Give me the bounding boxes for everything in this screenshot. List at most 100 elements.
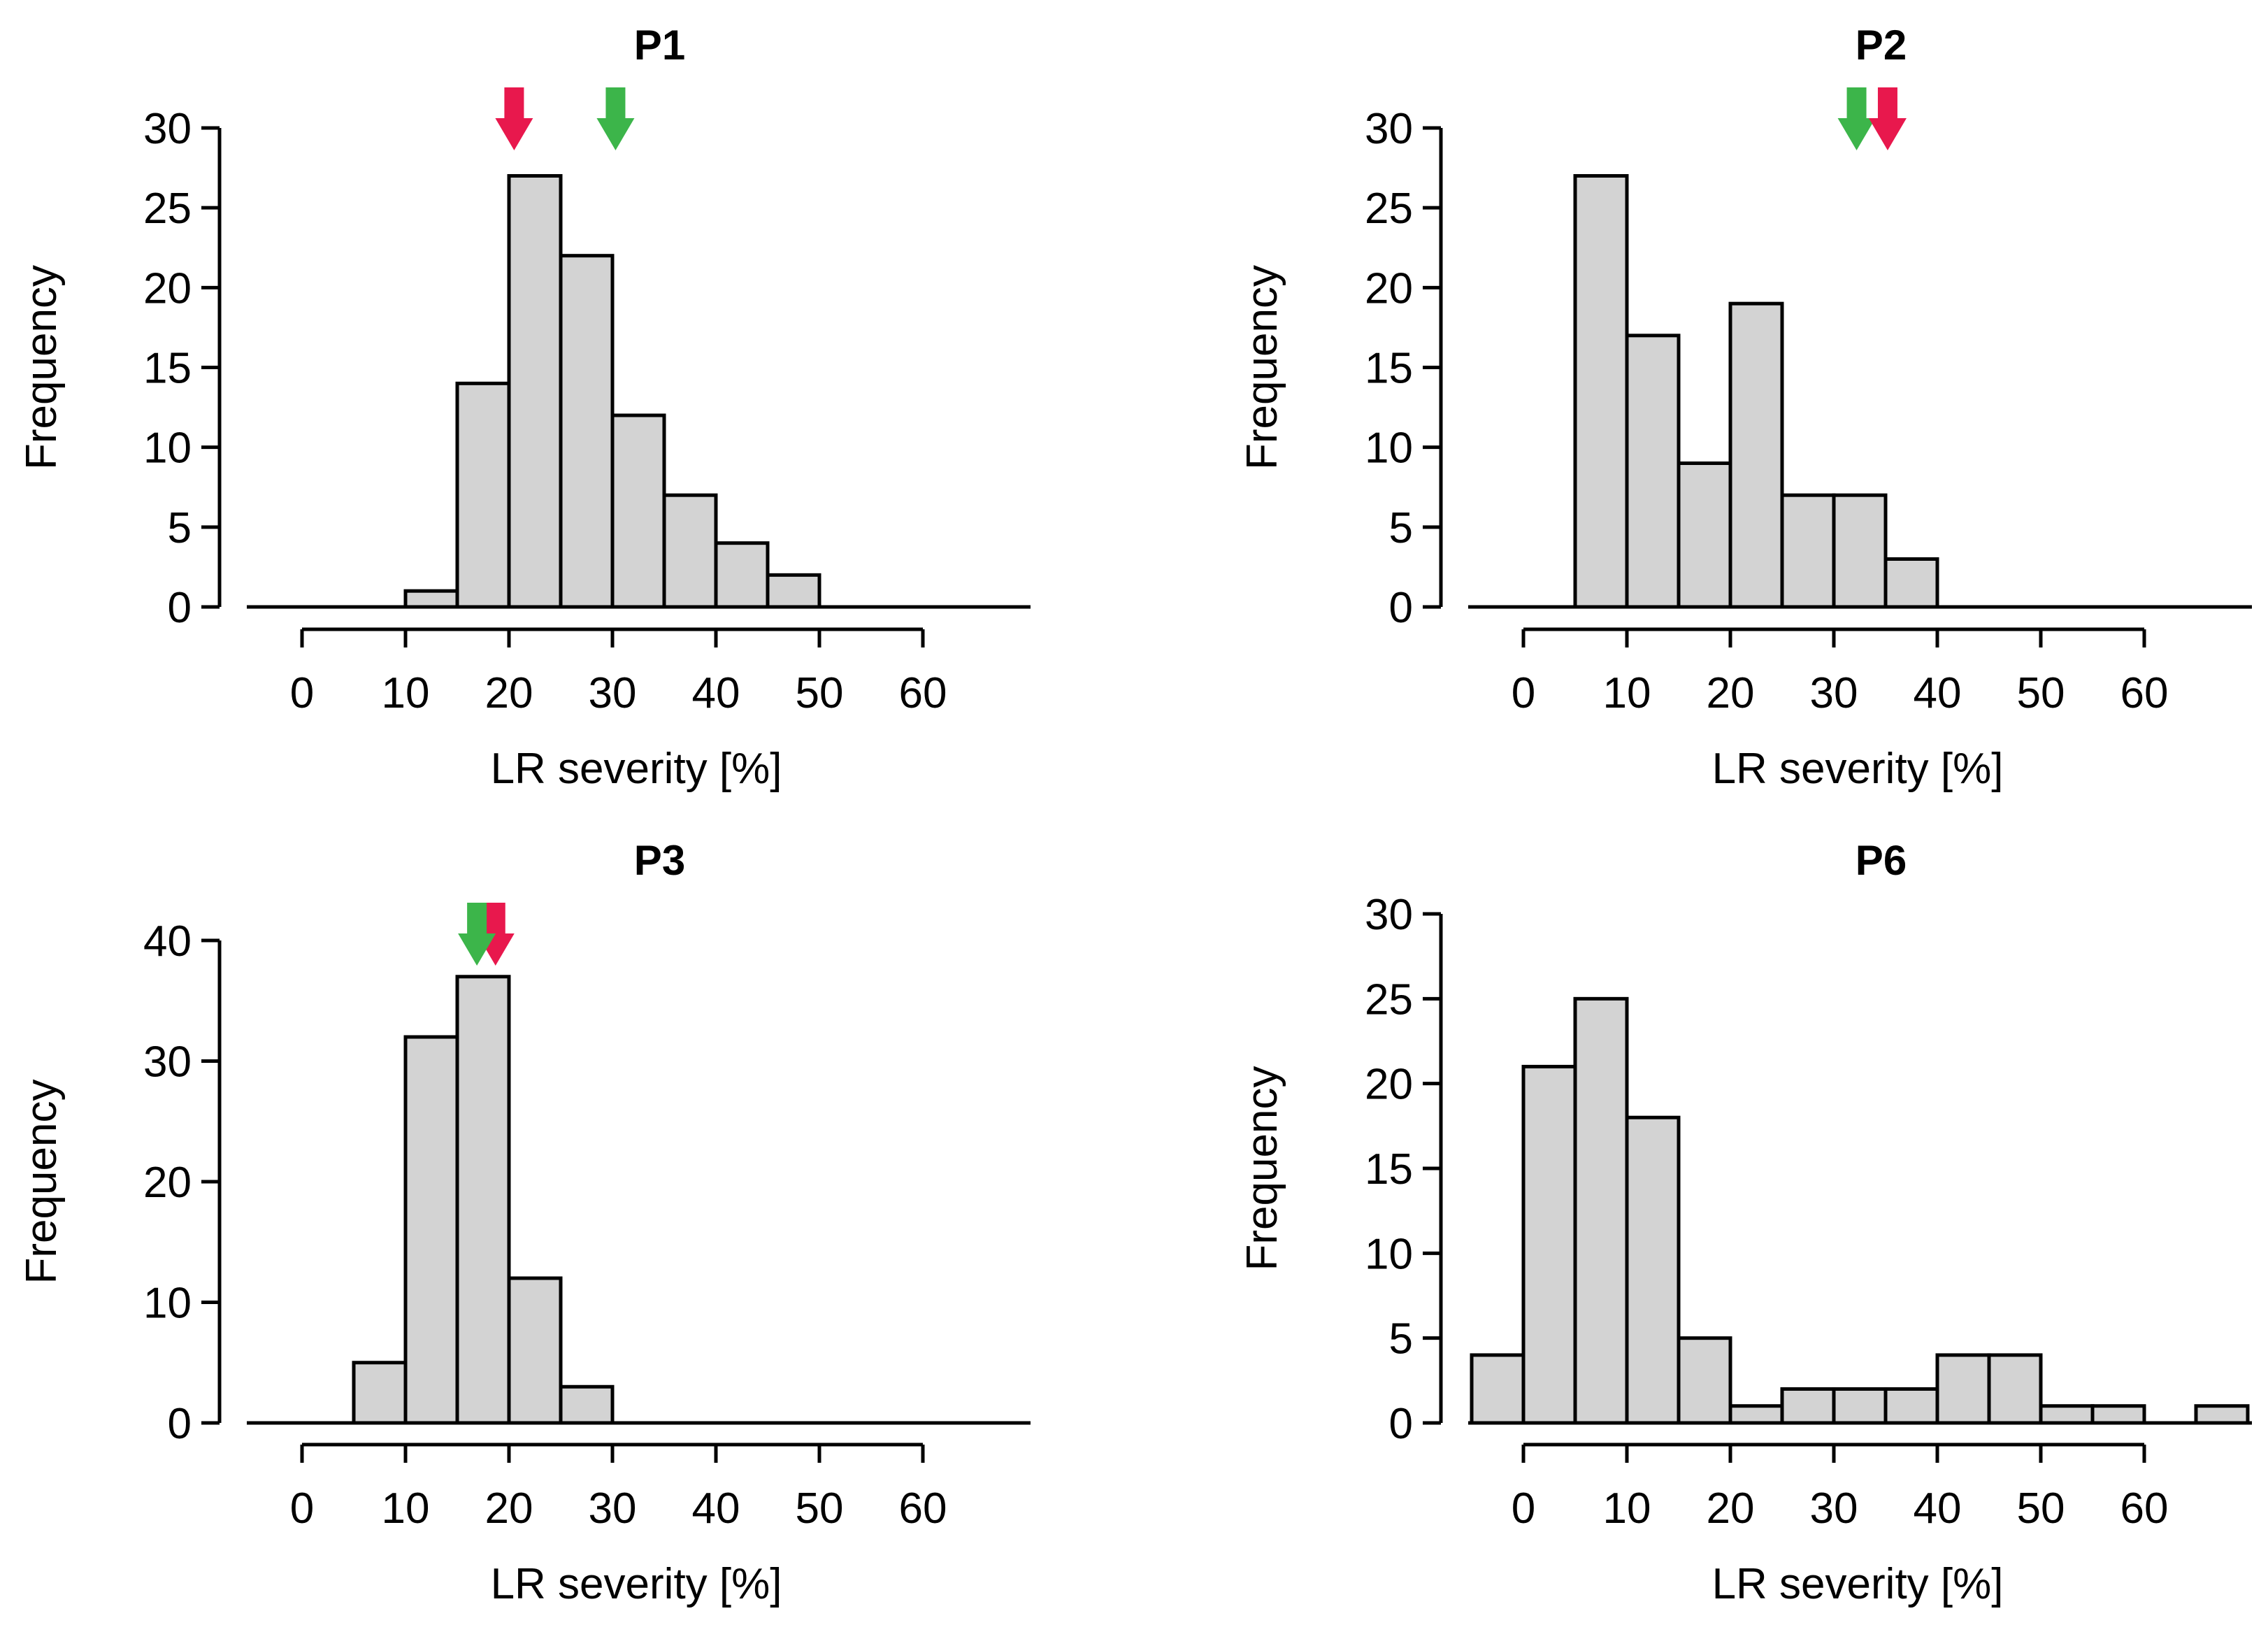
y-tick-label: 30 (143, 1038, 192, 1087)
panel-title: P1 (634, 22, 685, 69)
x-tick-label: 0 (1512, 1484, 1535, 1533)
histogram-bar (714, 541, 770, 609)
histogram-bar (1573, 996, 1629, 1425)
y-tick-label: 25 (1365, 185, 1413, 233)
x-axis-label: LR severity [%] (491, 745, 782, 793)
panel-title: P6 (1856, 837, 1907, 884)
x-tick-label: 60 (899, 1484, 947, 1533)
histogram-bar (1987, 1353, 2043, 1425)
green-arrow-icon (1837, 87, 1876, 150)
x-tick-label: 30 (589, 1484, 637, 1533)
x-tick-label: 60 (2120, 1484, 2169, 1533)
y-tick-label: 10 (143, 1280, 192, 1328)
histogram-bar (455, 975, 511, 1425)
y-axis-label: Frequency (17, 265, 66, 470)
y-tick-label: 30 (1365, 891, 1413, 939)
x-tick-label: 20 (485, 669, 533, 717)
histogram-bar (352, 1361, 408, 1425)
panel-p1: P1 0 5 10 15 20 25 30 Frequency 0 10 20 30 40 50 60 LR s… (17, 22, 1031, 793)
y-tick-label: 25 (1365, 975, 1413, 1024)
red-arrow-icon (495, 87, 533, 150)
histogram-bar (1728, 1404, 1784, 1425)
histogram-bar (1470, 1353, 1526, 1425)
x-tick-label: 20 (1707, 669, 1755, 717)
y-tick-label: 0 (1389, 584, 1413, 632)
y-tick-label: 30 (143, 105, 192, 153)
x-tick-label: 40 (692, 1484, 740, 1533)
x-tick-label: 30 (1810, 669, 1858, 717)
histogram-bar (507, 1276, 563, 1425)
x-tick-label: 40 (1914, 1484, 1962, 1533)
histogram-bar (1677, 1336, 1732, 1425)
histogram-bar (559, 254, 615, 609)
histogram-bar (1832, 493, 1888, 609)
y-tick-label: 0 (1389, 1400, 1413, 1448)
x-tick-label: 10 (382, 1484, 430, 1533)
panel-title: P2 (1856, 22, 1907, 69)
x-tick-label: 50 (796, 1484, 844, 1533)
y-tick-label: 20 (143, 264, 192, 313)
y-tick-label: 10 (143, 424, 192, 473)
y-tick-label: 25 (143, 185, 192, 233)
histogram-bar (455, 381, 511, 609)
x-tick-label: 50 (796, 669, 844, 717)
histogram-bar (766, 573, 821, 609)
panel-p6: P6 0 5 10 15 20 25 30 Frequency 0 10 20 30 40 50 60 LR s… (1238, 837, 2252, 1608)
x-tick-label: 30 (589, 669, 637, 717)
x-tick-label: 0 (290, 669, 314, 717)
histogram-bar (1573, 174, 1629, 609)
x-axis-label: LR severity [%] (1712, 745, 2004, 793)
histogram-bar (662, 493, 718, 609)
x-axis-label: LR severity [%] (1712, 1560, 2004, 1608)
histogram-bar (1935, 1353, 1991, 1425)
red-arrow-icon (1868, 87, 1907, 150)
panel-p3: P3 0 10 20 30 40 Frequency 0 10 20 30 40 50 60 LR seve… (17, 837, 1031, 1608)
histogram-bar (2039, 1404, 2095, 1425)
y-tick-label: 40 (143, 917, 192, 966)
histogram-bar (1832, 1387, 1888, 1425)
y-tick-label: 5 (168, 504, 192, 552)
histogram-bar (507, 174, 563, 609)
histogram-bar (2194, 1404, 2250, 1425)
y-tick-label: 0 (168, 584, 192, 632)
histogram-bar (1677, 461, 1732, 609)
histogram-bar (559, 1384, 615, 1425)
histogram-bar (403, 1035, 459, 1425)
y-tick-label: 30 (1365, 105, 1413, 153)
x-tick-label: 60 (2120, 669, 2169, 717)
x-tick-label: 60 (899, 669, 947, 717)
histogram-bar (1625, 1115, 1681, 1425)
y-tick-label: 5 (1389, 1315, 1413, 1363)
histogram-bar (1883, 557, 1939, 609)
y-tick-label: 20 (143, 1159, 192, 1207)
y-tick-label: 15 (1365, 345, 1413, 393)
x-tick-label: 0 (1512, 669, 1535, 717)
x-tick-label: 0 (290, 1484, 314, 1533)
x-tick-label: 40 (1914, 669, 1962, 717)
y-tick-label: 10 (1365, 424, 1413, 473)
x-tick-label: 30 (1810, 1484, 1858, 1533)
histogram-bar (1625, 334, 1681, 609)
histogram-bar (403, 589, 459, 609)
y-tick-label: 15 (1365, 1145, 1413, 1194)
histogram-bar (1883, 1387, 1939, 1425)
x-tick-label: 10 (382, 669, 430, 717)
x-tick-label: 20 (1707, 1484, 1755, 1533)
y-tick-label: 0 (168, 1400, 192, 1448)
histogram-bar (1780, 493, 1836, 609)
x-tick-label: 50 (2017, 669, 2065, 717)
green-arrow-icon (596, 87, 635, 150)
x-tick-label: 20 (485, 1484, 533, 1533)
histogram-bar (1521, 1064, 1577, 1425)
histogram-bar (2090, 1404, 2146, 1425)
x-tick-label: 50 (2017, 1484, 2065, 1533)
y-tick-label: 20 (1365, 264, 1413, 313)
histogram-bar (1728, 301, 1784, 609)
x-tick-label: 10 (1603, 669, 1651, 717)
panel-p2: P2 0 5 10 15 20 25 30 Frequency 0 10 20 30 40 50 60 LR s… (1238, 22, 2252, 793)
histogram-bar (610, 413, 666, 609)
x-tick-label: 10 (1603, 1484, 1651, 1533)
y-tick-label: 10 (1365, 1230, 1413, 1278)
y-axis-label: Frequency (1238, 1066, 1286, 1271)
